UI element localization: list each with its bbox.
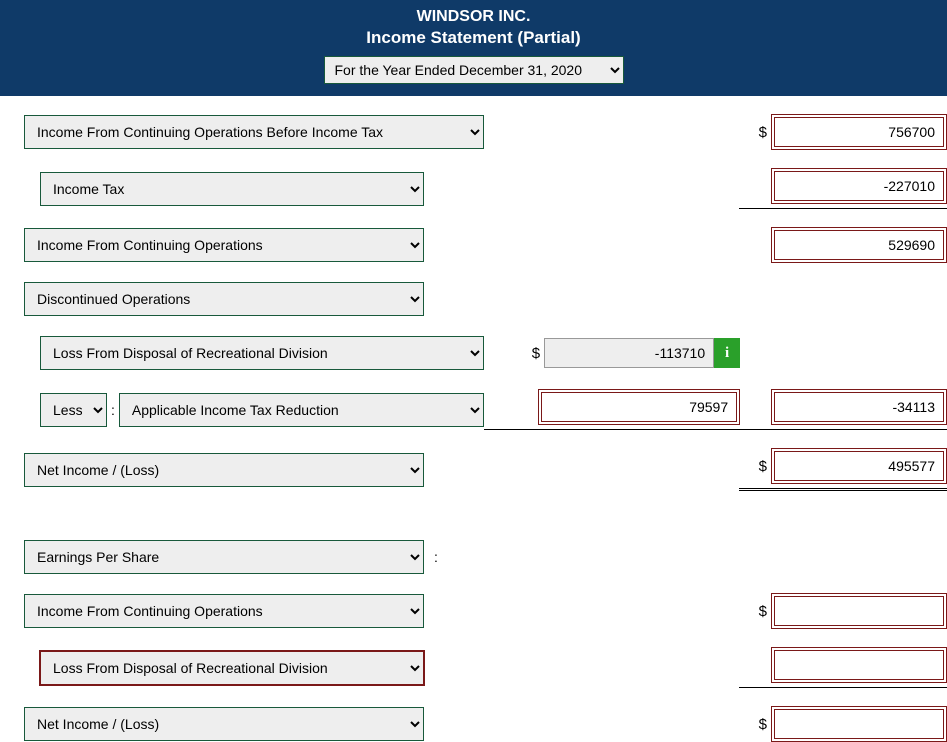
line-loss-disposal: Loss From Disposal of Recreational Divis… [0,335,947,371]
line-income-tax: Income Tax [0,168,947,209]
info-icon[interactable]: i [714,338,740,368]
account-select[interactable]: Income Tax [40,172,424,206]
account-select[interactable]: Earnings Per Share [24,540,424,574]
value-wrap [771,389,947,425]
company-name: WINDSOR INC. [0,8,947,26]
amount-input[interactable] [774,171,944,201]
currency-symbol: $ [753,458,767,475]
account-select[interactable]: Applicable Income Tax Reduction [119,393,484,427]
statement-body: Income From Continuing Operations Before… [0,96,947,742]
amount-input[interactable] [774,230,944,260]
statement-header: WINDSOR INC. Income Statement (Partial) … [0,0,947,96]
amount-input[interactable] [541,392,737,422]
amount-input[interactable] [774,709,944,739]
value-wrap [538,389,740,425]
value-wrap [771,168,947,204]
statement-title: Income Statement (Partial) [0,28,947,48]
line-less-tax-reduction: Less : Applicable Income Tax Reduction [0,389,947,430]
less-select[interactable]: Less [40,393,107,427]
value-wrap [771,706,947,742]
currency-symbol: $ [753,716,767,733]
value-wrap [771,647,947,683]
colon: : [111,402,115,418]
line-income-continuing: Income From Continuing Operations [0,227,947,263]
amount-input[interactable] [544,338,714,368]
account-select[interactable]: Loss From Disposal of Recreational Divis… [40,651,424,685]
amount-input[interactable] [774,650,944,680]
line-discontinued-ops: Discontinued Operations [0,281,947,317]
currency-symbol: $ [753,124,767,141]
line-net-income: Net Income / (Loss) $ [0,448,947,491]
amount-input[interactable] [774,451,944,481]
line-eps-header: Earnings Per Share : [0,539,947,575]
account-select[interactable]: Net Income / (Loss) [24,453,424,487]
account-select[interactable]: Income From Continuing Operations Before… [24,115,484,149]
line-income-before-tax: Income From Continuing Operations Before… [0,114,947,150]
value-wrap [771,593,947,629]
account-select[interactable]: Discontinued Operations [24,282,424,316]
account-select[interactable]: Net Income / (Loss) [24,707,424,741]
amount-input[interactable] [774,596,944,626]
currency-symbol: $ [526,345,540,362]
period-select[interactable]: For the Year Ended December 31, 2020 [324,56,624,84]
account-select[interactable]: Income From Continuing Operations [24,594,424,628]
account-select[interactable]: Income From Continuing Operations [24,228,424,262]
amount-input[interactable] [774,392,944,422]
colon: : [434,549,438,565]
value-wrap [771,448,947,484]
line-eps-continuing: Income From Continuing Operations $ [0,593,947,629]
account-select[interactable]: Loss From Disposal of Recreational Divis… [40,336,484,370]
line-eps-loss-disposal: Loss From Disposal of Recreational Divis… [0,647,947,688]
value-wrap [771,227,947,263]
amount-input[interactable] [774,117,944,147]
currency-symbol: $ [753,603,767,620]
value-wrap [771,114,947,150]
line-eps-net-income: Net Income / (Loss) $ [0,706,947,742]
